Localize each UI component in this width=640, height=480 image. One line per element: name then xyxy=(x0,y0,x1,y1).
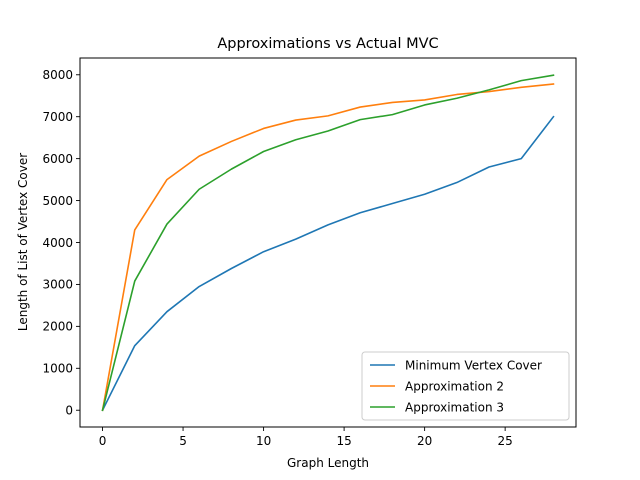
legend-entry-1: Minimum Vertex Cover xyxy=(405,358,542,372)
x-tick-label: 20 xyxy=(417,434,432,448)
x-tick-label: 0 xyxy=(99,434,107,448)
x-axis: 0 5 10 15 20 25 xyxy=(99,427,513,448)
series-layer xyxy=(101,74,555,412)
chart-title: Approximations vs Actual MVC xyxy=(217,36,438,52)
x-axis-label: Graph Length xyxy=(287,456,369,470)
y-axis-label: Length of List of Vertex Cover xyxy=(16,153,30,331)
y-tick-label: 7000 xyxy=(42,110,73,124)
y-tick-label: 2000 xyxy=(42,320,73,334)
y-tick-label: 6000 xyxy=(42,152,73,166)
y-tick-label: 4000 xyxy=(42,236,73,250)
y-tick-label: 3000 xyxy=(42,278,73,292)
legend-entry-2: Approximation 2 xyxy=(405,379,504,393)
series-line-1 xyxy=(101,115,555,412)
x-tick-label: 5 xyxy=(179,434,187,448)
y-tick-label: 1000 xyxy=(42,362,73,376)
legend: Minimum Vertex Cover Approximation 2 Appro… xyxy=(361,351,570,421)
x-tick-label: 15 xyxy=(336,434,351,448)
y-tick-label: 0 xyxy=(65,404,73,418)
x-tick-label: 25 xyxy=(498,434,513,448)
legend-box xyxy=(361,351,570,421)
y-axis: 0 1000 2000 3000 4000 5000 6000 7000 8000 xyxy=(42,68,80,418)
y-tick-label: 8000 xyxy=(42,68,73,82)
legend-entry-3: Approximation 3 xyxy=(405,400,504,414)
y-tick-label: 5000 xyxy=(42,194,73,208)
x-tick-label: 10 xyxy=(256,434,271,448)
series-line-3 xyxy=(101,74,555,412)
